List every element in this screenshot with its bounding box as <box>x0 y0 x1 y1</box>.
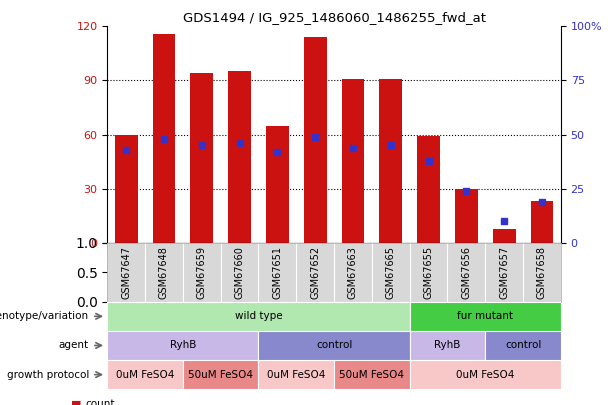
Text: RyhB: RyhB <box>434 341 461 350</box>
Bar <box>228 71 251 243</box>
Text: GSM67647: GSM67647 <box>121 246 131 299</box>
Text: 50uM FeSO4: 50uM FeSO4 <box>340 370 405 379</box>
Text: GSM67656: GSM67656 <box>462 246 471 299</box>
Bar <box>304 37 327 243</box>
Bar <box>455 189 478 243</box>
Bar <box>409 360 561 389</box>
Bar <box>266 126 289 243</box>
Text: GSM67663: GSM67663 <box>348 246 358 299</box>
Text: GSM67652: GSM67652 <box>310 246 320 299</box>
Text: 50uM FeSO4: 50uM FeSO4 <box>188 370 253 379</box>
Text: count: count <box>86 399 115 405</box>
Bar <box>107 331 259 360</box>
Bar <box>334 360 409 389</box>
Text: GSM67659: GSM67659 <box>197 246 207 299</box>
Text: GSM67657: GSM67657 <box>499 246 509 299</box>
Text: ■: ■ <box>70 399 81 405</box>
Text: RyhB: RyhB <box>170 341 196 350</box>
Bar <box>417 136 440 243</box>
Bar <box>191 73 213 243</box>
Text: wild type: wild type <box>235 311 283 321</box>
Bar <box>485 331 561 360</box>
Bar <box>259 360 334 389</box>
Bar <box>259 331 409 360</box>
Bar <box>107 302 409 331</box>
Bar <box>107 360 183 389</box>
Text: agent: agent <box>59 341 89 350</box>
Text: GSM67665: GSM67665 <box>386 246 396 299</box>
Bar <box>409 331 485 360</box>
Text: growth protocol: growth protocol <box>7 370 89 379</box>
Bar <box>153 34 175 243</box>
Title: GDS1494 / IG_925_1486060_1486255_fwd_at: GDS1494 / IG_925_1486060_1486255_fwd_at <box>183 11 485 24</box>
Text: control: control <box>316 341 352 350</box>
Text: GSM67660: GSM67660 <box>235 246 245 299</box>
Bar <box>409 302 561 331</box>
Text: GSM67651: GSM67651 <box>272 246 283 299</box>
Text: 0uM FeSO4: 0uM FeSO4 <box>267 370 326 379</box>
Bar <box>341 79 364 243</box>
Text: GSM67658: GSM67658 <box>537 246 547 299</box>
Text: genotype/variation: genotype/variation <box>0 311 89 321</box>
Text: GSM67648: GSM67648 <box>159 246 169 299</box>
Bar <box>379 79 402 243</box>
Text: 0uM FeSO4: 0uM FeSO4 <box>116 370 174 379</box>
Bar <box>531 201 554 243</box>
Text: GSM67655: GSM67655 <box>424 246 433 299</box>
Bar <box>493 228 516 243</box>
Bar <box>115 134 137 243</box>
Text: fur mutant: fur mutant <box>457 311 513 321</box>
Text: control: control <box>505 341 541 350</box>
Text: 0uM FeSO4: 0uM FeSO4 <box>456 370 514 379</box>
Bar <box>183 360 259 389</box>
